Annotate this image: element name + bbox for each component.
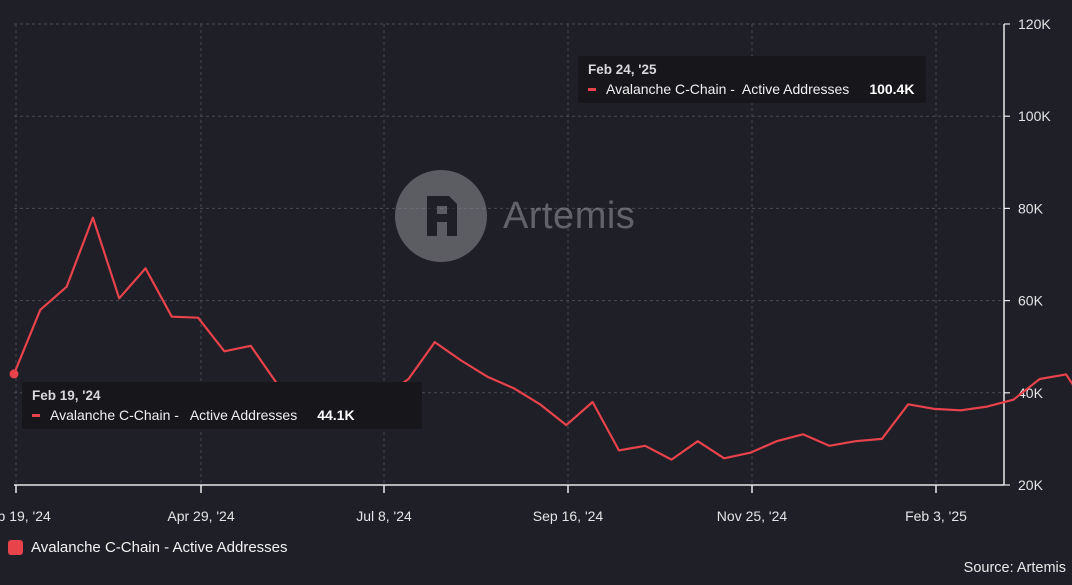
legend-swatch — [8, 540, 23, 555]
x-tick-label: Sep 16, '24 — [533, 508, 604, 524]
tooltip-value: 44.1K — [317, 407, 355, 423]
y-tick-label: 80K — [1018, 200, 1044, 216]
chart-legend[interactable]: Avalanche C-Chain - Active Addresses — [8, 539, 288, 556]
x-tick-label: Apr 29, '24 — [167, 508, 234, 524]
y-tick-label: 40K — [1018, 385, 1044, 401]
series-line — [12, 216, 1072, 461]
tooltip-first: Feb 19, '24 Avalanche C-Chain - Active A… — [22, 382, 422, 429]
series-layer — [9, 216, 1072, 461]
artemis-watermark: Artemis — [395, 170, 635, 262]
y-tick-label: 120K — [1018, 16, 1051, 32]
y-tick-label: 60K — [1018, 293, 1044, 309]
y-tick-label: 100K — [1018, 108, 1051, 124]
x-tick-label: Jul 8, '24 — [356, 508, 412, 524]
tooltip-date: Feb 19, '24 — [32, 388, 101, 403]
axis-layer: 20K 40K 60K 80K 100K 120K Feb 19, '24 Apr 29, '… — [0, 16, 1051, 524]
artemis-logo-icon — [395, 170, 487, 262]
tooltip-latest: Feb 24, '25 Avalanche C-Chain - Active A… — [578, 56, 927, 103]
highlight-point — [9, 369, 19, 379]
tooltip-series-swatch — [32, 413, 40, 417]
tooltip-date: Feb 24, '25 — [588, 62, 657, 77]
watermark-text: Artemis — [503, 194, 636, 237]
tooltip-series-label: Avalanche C-Chain - Active Addresses — [606, 81, 850, 97]
legend-label: Avalanche C-Chain - Active Addresses — [31, 539, 288, 556]
x-tick-label: Nov 25, '24 — [717, 508, 788, 524]
tooltip-value: 100.4K — [869, 81, 915, 97]
source-note: Source: Artemis — [963, 560, 1066, 576]
x-tick-label: Feb 3, '25 — [905, 508, 967, 524]
x-tick-label: Feb 19, '24 — [0, 508, 51, 524]
tooltip-series-label: Avalanche C-Chain - Active Addresses — [50, 407, 298, 423]
tooltip-series-swatch — [588, 87, 596, 91]
y-tick-label: 20K — [1018, 477, 1044, 493]
